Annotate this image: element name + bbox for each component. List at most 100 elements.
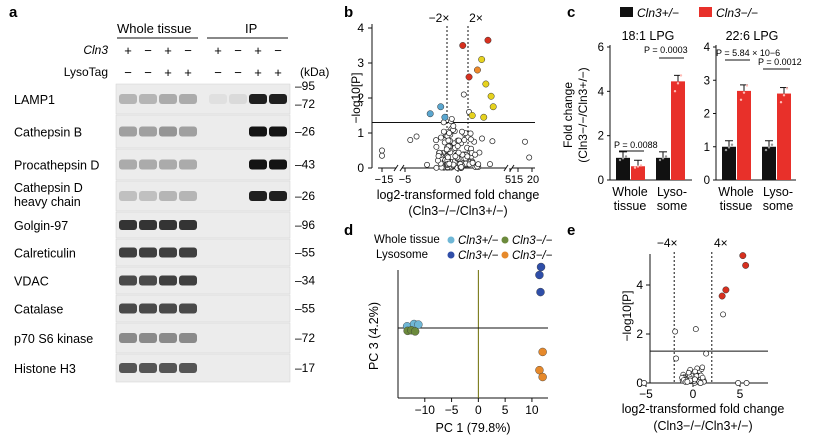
- pca-point-lyso-ko: [538, 372, 547, 382]
- data-point-background: [685, 369, 692, 376]
- data-point-background: [479, 135, 485, 142]
- replicate-dot: [764, 148, 768, 152]
- data-point-background: [452, 153, 459, 160]
- data-point-highlight: [742, 261, 750, 269]
- subplot-title: 18:1 LPG: [622, 29, 675, 43]
- replicate-dot: [676, 82, 680, 85]
- blot-band: [179, 126, 197, 137]
- blot-band: [119, 94, 137, 104]
- replicate-dot: [727, 146, 731, 149]
- y-axis-label: Fold change: [561, 82, 575, 148]
- data-point-highlight: [468, 112, 476, 119]
- data-point-background: [735, 380, 742, 386]
- data-point-highlight: [459, 42, 467, 49]
- y-tick-label: 6: [598, 42, 604, 54]
- cln3-sign: +: [254, 43, 262, 58]
- threshold-label-left: −2×: [429, 11, 450, 25]
- panel-e: e 024−5 0 5−4× 4×−log10[P]log2-transformed …: [567, 222, 784, 433]
- bar-ko: [671, 81, 685, 180]
- data-point-background: [444, 154, 451, 161]
- data-point-highlight: [441, 113, 449, 121]
- data-point-background: [522, 138, 528, 145]
- data-point-background: [440, 128, 447, 135]
- legend-dot-whole-ko: [501, 236, 509, 244]
- cln3-sign: +: [214, 43, 222, 58]
- replicate-dot: [624, 155, 628, 158]
- group-label: some: [763, 199, 794, 213]
- legend-lysosome: Lysosome: [376, 249, 428, 261]
- replicate-dot: [782, 94, 786, 97]
- x-tick-label: −5: [445, 403, 459, 417]
- y-axis-label: PC 3 (4.2%): [367, 302, 381, 370]
- blot-label: Catalase: [14, 303, 63, 317]
- data-point-background: [743, 380, 750, 386]
- panel-letter-b: b: [344, 4, 353, 21]
- data-point-highlight: [482, 80, 490, 88]
- y-tick-label: 2: [704, 109, 710, 121]
- cln3-sign: −: [144, 43, 152, 58]
- x-tick-label: 0: [475, 403, 482, 417]
- data-point-background: [472, 151, 479, 158]
- data-point-background: [692, 368, 698, 375]
- volcano-plot-e: 024−5 0 5−4× 4×−log10[P]log2-transformed fo…: [620, 236, 784, 433]
- data-point-highlight: [739, 252, 747, 260]
- subplot-title: 22:6 LPG: [726, 29, 779, 43]
- data-point-background: [407, 137, 414, 143]
- data-point-highlight: [718, 292, 726, 300]
- replicate-dot: [621, 157, 625, 160]
- data-point-background: [673, 355, 680, 362]
- replicate-dot: [785, 87, 789, 90]
- data-point-highlight: [487, 92, 495, 100]
- data-point-highlight: [426, 110, 434, 118]
- blot-band: [249, 126, 267, 137]
- data-point-background: [464, 153, 471, 160]
- data-point-highlight: [465, 73, 473, 81]
- blot-band: [139, 363, 157, 373]
- blot-band: [139, 220, 157, 230]
- x-tick-label: 10: [525, 403, 539, 417]
- bar-het: [656, 157, 670, 180]
- blot-band: [159, 191, 177, 201]
- data-point-background: [438, 134, 444, 141]
- cln3-sign: +: [164, 43, 172, 58]
- data-point-background: [454, 143, 461, 149]
- data-point-highlight: [478, 56, 486, 63]
- blot-band: [159, 247, 177, 258]
- pca-plot-d: Whole tissue Lysosome Cln3+/− Cln3−/− Cln3+/…: [367, 234, 553, 435]
- blot-band: [139, 126, 157, 137]
- group-label-ip: IP: [245, 21, 257, 36]
- kda-label: (kDa): [300, 65, 329, 79]
- blot-band: [269, 159, 287, 170]
- blot-band: [119, 126, 137, 137]
- replicate-dot: [745, 84, 749, 87]
- x-tick-label: 20: [527, 174, 539, 186]
- data-point-background: [450, 123, 457, 129]
- data-point-background: [446, 160, 453, 167]
- blot-label: Cathepsin B: [14, 126, 82, 140]
- legend-dot-whole-het: [447, 236, 455, 244]
- blot-band: [159, 363, 177, 373]
- blot-band: [119, 275, 137, 286]
- kda-marker: –96: [295, 218, 315, 232]
- data-point-background: [703, 350, 710, 357]
- bar-het: [616, 157, 630, 180]
- data-point-background: [424, 161, 430, 168]
- data-point-background: [720, 311, 727, 318]
- data-point-background: [461, 137, 468, 143]
- data-point-background: [446, 130, 453, 137]
- panel-b: b 0 1 2 3 4 −15 −5 0 5 15 20 −2× 2× −log10[P] log2-tra…: [344, 4, 539, 218]
- data-point-background: [455, 149, 462, 156]
- row-label-cln3: Cln3: [83, 43, 108, 57]
- legend-swatch-ko: [699, 7, 712, 17]
- cln3-sign: −: [234, 43, 242, 58]
- blot-band: [179, 94, 197, 104]
- lysotag-sign: −: [144, 65, 152, 80]
- legend-label-whole-het: Cln3+/−: [458, 235, 499, 247]
- blot-band: [159, 303, 177, 314]
- axis-break-mark: [393, 164, 399, 172]
- blot-label: VDAC: [14, 275, 49, 289]
- bar-ko: [737, 90, 751, 180]
- blot-label: Golgin-97: [14, 219, 68, 233]
- blot-strip: [115, 353, 291, 383]
- x-tick-label: −5: [639, 387, 653, 401]
